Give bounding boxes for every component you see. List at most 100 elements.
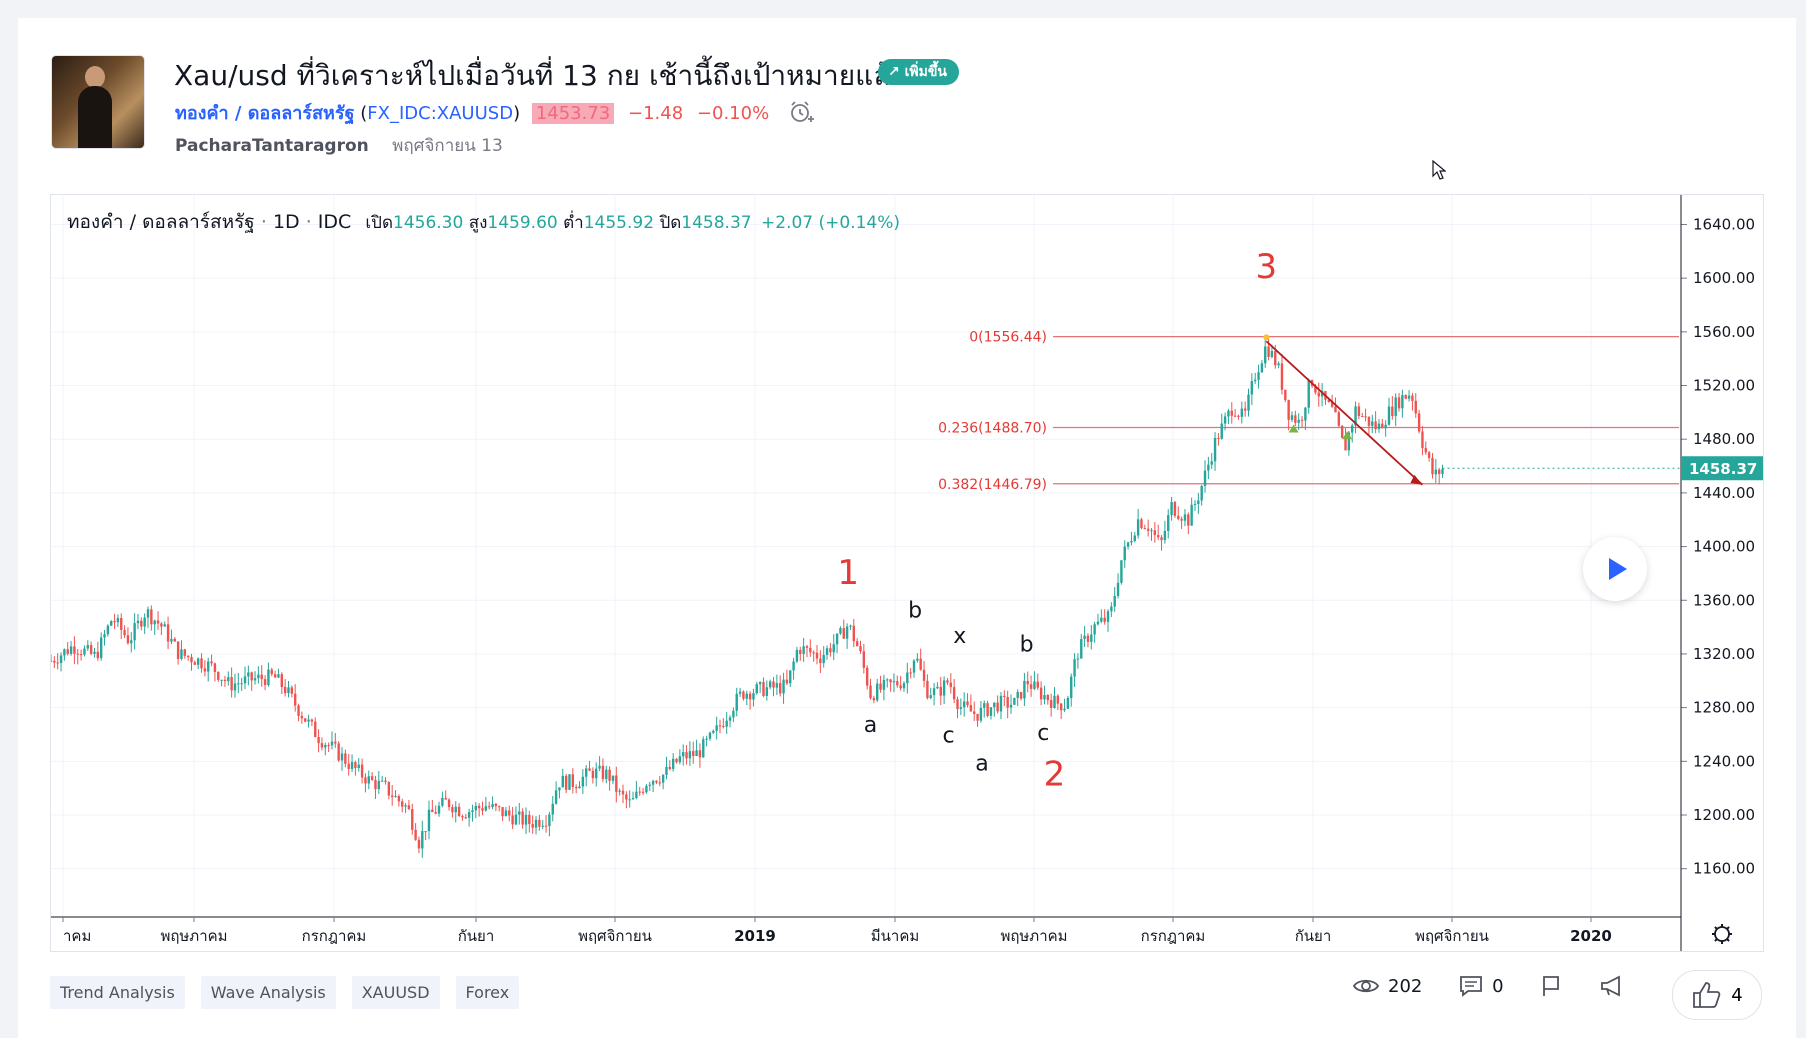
candle-body bbox=[902, 683, 906, 689]
candle-body bbox=[407, 805, 411, 810]
candle-body bbox=[253, 678, 257, 681]
candle-body bbox=[601, 765, 605, 780]
candle-body bbox=[1220, 423, 1223, 439]
like-button[interactable]: 4 bbox=[1672, 970, 1762, 1020]
candle-body bbox=[819, 658, 822, 664]
candle-body bbox=[1347, 432, 1351, 451]
candle-body bbox=[805, 646, 809, 648]
legend-close: 1458.37 bbox=[681, 213, 752, 233]
candle-body bbox=[996, 702, 999, 712]
candle-body bbox=[845, 626, 849, 639]
tag-chip[interactable]: XAUUSD bbox=[351, 976, 440, 1009]
candle-body bbox=[999, 695, 1003, 712]
price-change: −1.48 bbox=[628, 103, 684, 124]
candle-body bbox=[1394, 397, 1397, 417]
candle-body bbox=[377, 780, 381, 790]
candle-body bbox=[1210, 461, 1213, 465]
candle-body bbox=[451, 807, 454, 813]
candle-body bbox=[340, 753, 344, 761]
candle-body bbox=[989, 707, 993, 716]
wave-letter-label: a bbox=[975, 752, 988, 777]
candle-body bbox=[79, 654, 83, 656]
candle-body bbox=[1140, 519, 1143, 529]
candle-body bbox=[1113, 595, 1116, 607]
candle-body bbox=[1391, 406, 1394, 417]
candle-body bbox=[598, 765, 601, 769]
candle-body bbox=[390, 795, 394, 798]
gear-tooth bbox=[1714, 938, 1718, 942]
candle-body bbox=[337, 743, 340, 761]
play-replay-button[interactable] bbox=[1583, 537, 1647, 601]
candle-body bbox=[1203, 470, 1207, 486]
candle-body bbox=[648, 784, 651, 786]
author-avatar[interactable] bbox=[52, 56, 144, 148]
candle-body bbox=[959, 707, 963, 709]
candle-body bbox=[1427, 452, 1431, 458]
candle-body bbox=[862, 651, 866, 668]
price-axis-label: 1200.00 bbox=[1693, 806, 1755, 824]
candle-body bbox=[213, 663, 217, 672]
chart-panel[interactable]: 1640.00 1600.00 1560.00 1520.00 1480.00 1440.… bbox=[50, 194, 1764, 952]
candle-body bbox=[1270, 351, 1274, 357]
candle-body bbox=[76, 653, 79, 655]
flag-button[interactable] bbox=[1539, 974, 1563, 998]
candle-body bbox=[799, 650, 802, 654]
candle-body bbox=[441, 797, 444, 806]
candle-body bbox=[498, 806, 501, 808]
alarm-clock-plus-icon[interactable] bbox=[789, 100, 815, 129]
candle-body bbox=[110, 621, 113, 626]
candle-body bbox=[1126, 542, 1130, 547]
candle-body bbox=[1213, 437, 1217, 462]
share-button[interactable] bbox=[1599, 974, 1625, 998]
candle-body bbox=[1183, 514, 1187, 521]
avatar-figure bbox=[78, 86, 112, 148]
candle-body bbox=[1080, 639, 1083, 659]
candle-body bbox=[51, 660, 53, 662]
symbol-name-link[interactable]: ทองคำ / ดอลลาร์สหรัฐ bbox=[175, 103, 355, 124]
candle-body bbox=[876, 683, 879, 701]
candle-body bbox=[561, 775, 564, 788]
legend-open: 1456.30 bbox=[393, 213, 464, 233]
candle-body bbox=[96, 651, 100, 659]
candle-body bbox=[1073, 659, 1076, 677]
candle-body bbox=[83, 648, 86, 655]
candle-body bbox=[635, 791, 638, 799]
candle-body bbox=[257, 674, 260, 679]
candle-body bbox=[73, 646, 76, 654]
tag-chip[interactable]: Wave Analysis bbox=[200, 976, 336, 1009]
candle-body bbox=[849, 625, 852, 627]
time-axis-label: กรกฎาคม bbox=[302, 927, 367, 945]
symbol-code-link[interactable]: FX_IDC:XAUUSD bbox=[367, 103, 514, 124]
price-axis-label: 1400.00 bbox=[1693, 538, 1755, 556]
candle-body bbox=[789, 670, 792, 684]
candle-body bbox=[106, 625, 110, 635]
candle-body bbox=[461, 816, 464, 818]
candle-body bbox=[1006, 697, 1009, 708]
author-name-link[interactable]: PacharaTantaragron bbox=[175, 136, 369, 156]
candle-body bbox=[1106, 611, 1110, 622]
wave-letter-label: b bbox=[908, 599, 922, 624]
candle-body bbox=[467, 812, 471, 818]
candle-body bbox=[180, 649, 183, 659]
candle-body bbox=[665, 766, 668, 775]
candle-body bbox=[956, 699, 959, 709]
fib-level-label: 0.236(1488.70) bbox=[938, 421, 1047, 437]
tag-chip[interactable]: Forex bbox=[455, 976, 520, 1009]
candle-body bbox=[120, 617, 123, 630]
comments-button[interactable]: 0 bbox=[1458, 974, 1504, 998]
direction-badge: ↗ เพิ่มขึ้น bbox=[878, 59, 959, 85]
candle-body bbox=[491, 803, 494, 808]
candle-body bbox=[457, 806, 461, 817]
candle-body bbox=[896, 681, 899, 686]
candle-body bbox=[1397, 397, 1401, 409]
tag-chip[interactable]: Trend Analysis bbox=[50, 976, 185, 1009]
candle-body bbox=[1019, 692, 1023, 699]
candle-body bbox=[742, 691, 745, 699]
price-chart[interactable]: 1640.00 1600.00 1560.00 1520.00 1480.00 1440.… bbox=[51, 195, 1763, 951]
flag-icon bbox=[1543, 976, 1560, 996]
candle-body bbox=[431, 809, 434, 813]
candle-body bbox=[1233, 415, 1237, 417]
candle-body bbox=[397, 795, 401, 802]
candle-body bbox=[899, 685, 902, 689]
candle-body bbox=[531, 824, 534, 828]
